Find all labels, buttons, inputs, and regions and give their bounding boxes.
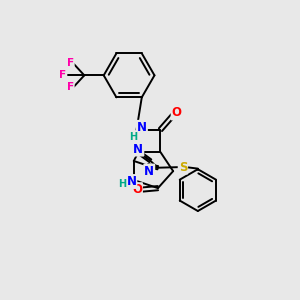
Text: H: H xyxy=(129,132,137,142)
Text: F: F xyxy=(67,58,74,68)
Text: O: O xyxy=(132,183,142,196)
Text: F: F xyxy=(67,82,74,92)
Text: N: N xyxy=(144,164,154,178)
Text: S: S xyxy=(179,160,187,174)
Text: N: N xyxy=(134,142,143,156)
Text: H: H xyxy=(118,178,127,189)
Text: N: N xyxy=(137,121,147,134)
Text: F: F xyxy=(59,70,66,80)
Text: O: O xyxy=(172,106,182,119)
Text: N: N xyxy=(126,175,136,188)
